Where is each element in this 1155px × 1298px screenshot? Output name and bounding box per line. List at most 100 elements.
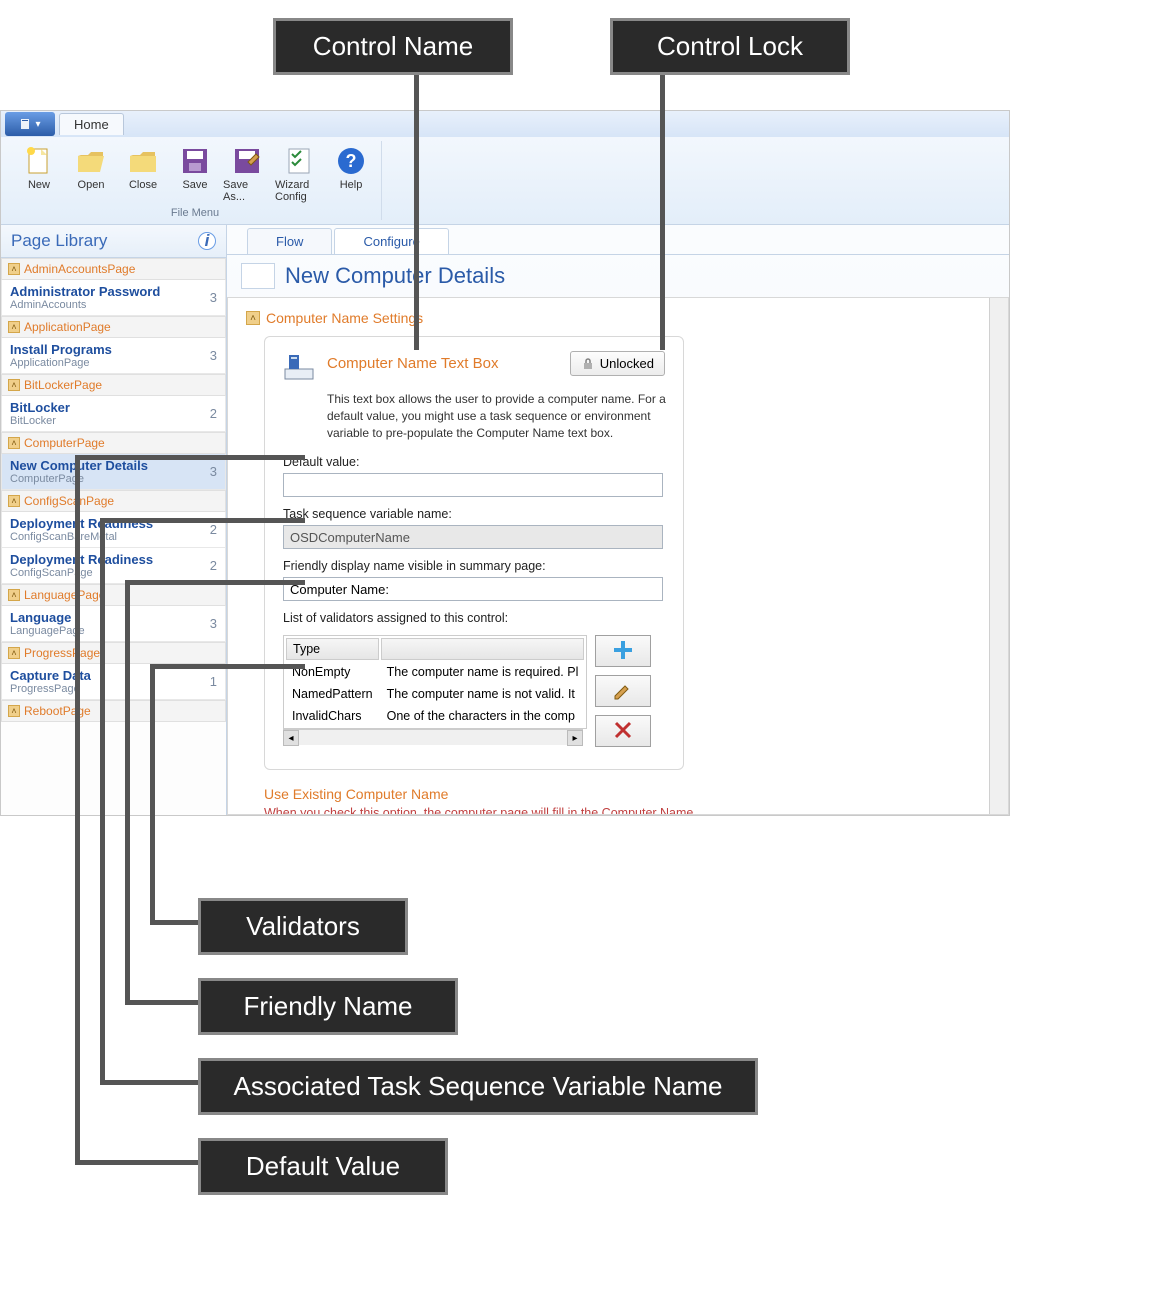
page-item-count: 2 [210,558,217,573]
page-group-header[interactable]: ˄RebootPage [1,700,226,722]
connector-line [75,455,80,1165]
delete-validator-button[interactable] [595,715,651,747]
add-validator-button[interactable] [595,635,651,667]
page-item-count: 2 [210,406,217,421]
open-button[interactable]: Open [65,141,117,205]
edit-validator-button[interactable] [595,675,651,707]
use-existing-desc: When you check this option, the computer… [264,806,990,815]
page-item-title: Administrator Password [10,284,160,299]
open-label: Open [78,179,105,191]
chevron-icon: ˄ [8,495,20,507]
section-title: Computer Name Settings [266,310,423,326]
chevron-icon: ˄ [8,379,20,391]
group-name: BitLockerPage [24,378,102,392]
chevron-icon: ˄ [8,589,20,601]
page-item[interactable]: Deployment ReadinessConfigScanPage 2 [1,548,226,584]
default-value-input[interactable] [283,473,663,497]
wizard-config-button[interactable]: Wizard Config [273,141,325,205]
group-name: ConfigScanPage [24,494,114,508]
table-row[interactable]: NonEmptyThe computer name is required. P… [286,662,584,682]
page-group-header[interactable]: ˄ BitLockerPage [1,374,226,396]
control-box: Computer Name Text Box Unlocked This tex… [264,336,684,770]
page-item[interactable]: Administrator PasswordAdminAccounts3 [1,280,226,316]
callout-friendly-name: Friendly Name [198,978,458,1035]
new-button[interactable]: New [13,141,65,205]
ts-var-input [283,525,663,549]
help-button[interactable]: ? Help [325,141,377,205]
validator-msg: The computer name is required. Pl [381,662,585,682]
new-label: New [28,179,50,191]
connector-line [100,518,105,1085]
page-group-header[interactable]: ˄ LanguagePage [1,584,226,606]
page-item[interactable]: LanguageLanguagePage3 [1,606,226,642]
connector-line [150,664,305,669]
page-item[interactable]: Capture DataProgressPage1 [1,664,226,700]
page-item-sub: LanguagePage [10,625,85,637]
connector-line [660,72,665,350]
sidebar-title: Page Library [11,231,107,251]
col-type[interactable]: Type [286,638,379,660]
save-as-button[interactable]: Save As... [221,141,273,205]
connector-line [75,1160,198,1165]
validators-label: List of validators assigned to this cont… [283,611,665,625]
app-menu-button[interactable]: ▾ [5,112,55,136]
tab-flow[interactable]: Flow [247,228,332,254]
save-button[interactable]: Save [169,141,221,205]
page-group-header[interactable]: ˄ApplicationPage [1,316,226,338]
group-name: ComputerPage [24,436,105,450]
chevron-icon: ˄ [8,321,20,333]
help-label: Help [340,179,363,191]
config-scroll-pane: ˄ Computer Name Settings Computer Name T… [227,297,1009,815]
lock-button[interactable]: Unlocked [570,351,665,376]
tab-configure[interactable]: Configure [334,228,448,254]
close-button[interactable]: Close [117,141,169,205]
scroll-right-icon[interactable]: ▸ [567,730,583,746]
chevron-icon: ˄ [8,647,20,659]
group-name: ProgressPage [24,646,100,660]
title-bar: ▾ Home [1,111,1009,137]
page-item-count: 1 [210,674,217,689]
group-name: LanguagePage [24,588,105,602]
sub-tabs: Flow Configure [227,225,1009,255]
h-scrollbar[interactable]: ◂ ▸ [283,729,583,745]
info-icon[interactable]: i [198,232,216,250]
page-group-header[interactable]: ˄ ConfigScanPage [1,490,226,512]
tab-home[interactable]: Home [59,113,124,135]
validators-table[interactable]: Type NonEmptyThe computer name is requir… [283,635,587,729]
field-validators: List of validators assigned to this cont… [283,611,665,755]
scroll-left-icon[interactable]: ◂ [283,730,299,746]
friendly-label: Friendly display name visible in summary… [283,559,665,573]
page-group-header[interactable]: ˄ComputerPage [1,432,226,454]
validator-type: InvalidChars [286,706,379,726]
close-label: Close [129,179,157,191]
page-item-count: 3 [210,290,217,305]
ribbon: New Open Close Save Save As... [1,137,1009,225]
ts-var-label: Task sequence variable name: [283,507,665,521]
connector-line [100,1080,198,1085]
main-pane: Flow Configure New Computer Details ˄ Co… [227,225,1009,815]
page-item[interactable]: BitLockerBitLocker2 [1,396,226,432]
page-item-sub: ConfigScanPage [10,567,153,579]
page-group-header[interactable]: ˄AdminAccountsPage [1,258,226,280]
lock-label: Unlocked [600,356,654,371]
page-thumb-icon [241,263,275,289]
col-msg[interactable] [381,638,585,660]
page-item-title: Language [10,610,85,625]
page-item-title: BitLocker [10,400,70,415]
callout-default-value: Default Value [198,1138,448,1195]
connector-line [150,920,198,925]
default-value-label: Default value: [283,455,665,469]
validator-msg: One of the characters in the comp [381,706,585,726]
control-title: Computer Name Text Box [327,355,498,372]
section-header[interactable]: ˄ Computer Name Settings [246,310,990,326]
table-row[interactable]: NamedPatternThe computer name is not val… [286,684,584,704]
sidebar-header: Page Library i [1,225,226,258]
field-friendly: Friendly display name visible in summary… [283,559,665,601]
friendly-input[interactable] [283,577,663,601]
connector-line [100,518,305,523]
table-row[interactable]: InvalidCharsOne of the characters in the… [286,706,584,726]
page-item-title: Deployment Readiness [10,552,153,567]
page-group-header[interactable]: ˄ ProgressPage [1,642,226,664]
page-item[interactable]: Install ProgramsApplicationPage3 [1,338,226,374]
group-name: AdminAccountsPage [24,262,135,276]
